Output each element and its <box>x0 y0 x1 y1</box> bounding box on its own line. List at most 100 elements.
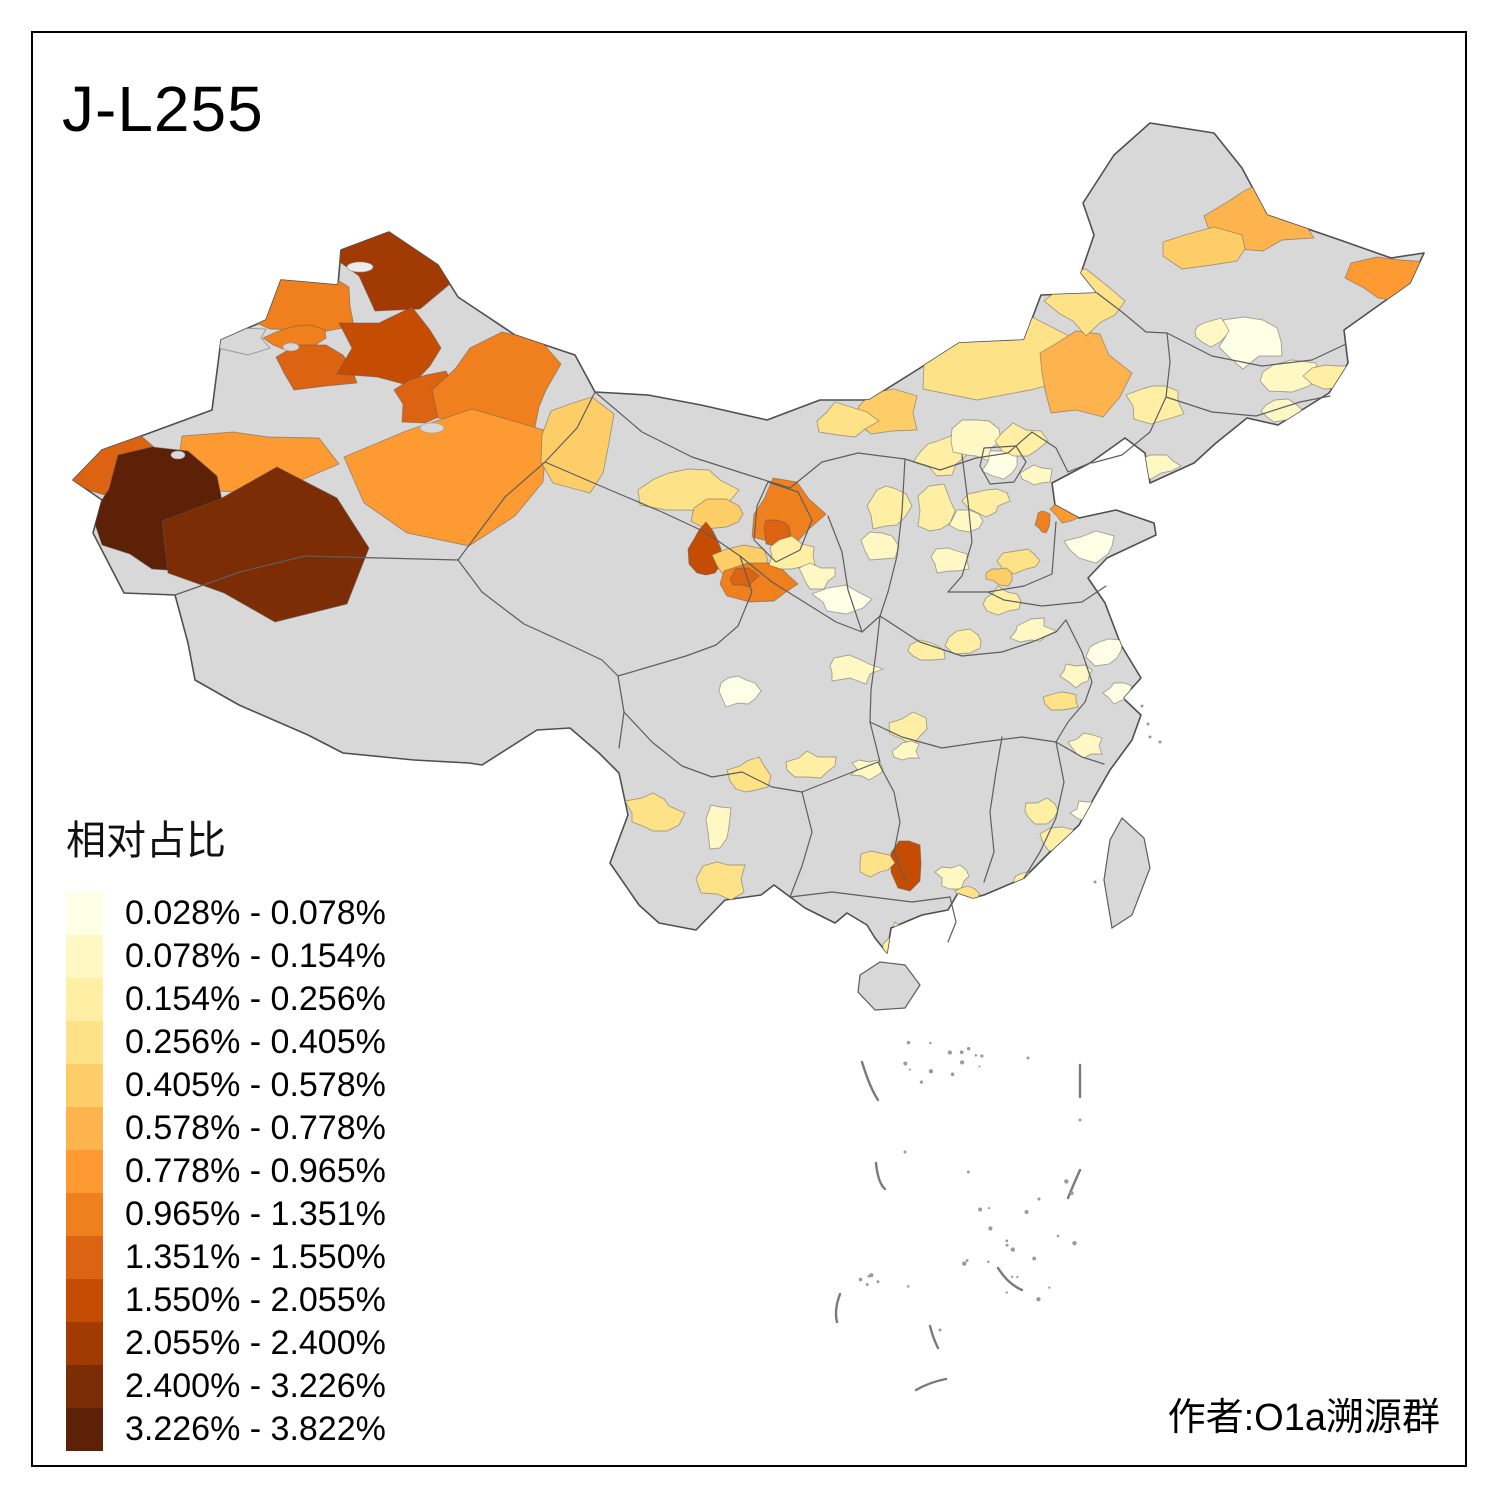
prefecture-dali <box>624 792 686 832</box>
legend-item: 0.405% - 0.578% <box>66 1064 386 1107</box>
legend-item: 1.351% - 1.550% <box>66 1236 386 1279</box>
legend-item: 0.154% - 0.256% <box>66 978 386 1021</box>
islet-speck <box>1056 1234 1060 1238</box>
prefecture-taiyuan <box>917 483 956 532</box>
prefecture-zunyi <box>785 750 837 779</box>
prefecture-chengde <box>994 422 1049 457</box>
hainan-island <box>857 961 921 1011</box>
islet-speck <box>950 1072 955 1077</box>
islet-speck <box>1005 1243 1009 1247</box>
legend-swatch <box>66 892 103 935</box>
legend-label: 1.351% - 1.550% <box>125 1238 386 1276</box>
islet-speck <box>1026 1056 1030 1060</box>
legend-title: 相对占比 <box>66 819 226 863</box>
islet-speck <box>929 1041 932 1045</box>
prefecture-linxia <box>687 521 723 576</box>
islet-speck <box>903 1061 908 1066</box>
islet-speck <box>987 1260 990 1264</box>
islet-speck <box>1158 740 1162 744</box>
islet-speck <box>966 1047 971 1051</box>
islet-speck <box>965 1259 969 1262</box>
islet-speck <box>1037 1197 1041 1201</box>
legend-label: 0.778% - 0.965% <box>125 1152 386 1190</box>
prefecture-shangrao <box>1024 797 1059 825</box>
islet-speck <box>1078 1118 1082 1122</box>
figure-border <box>31 31 1467 1467</box>
legend: 相对占比 0.028% - 0.078% 0.078% - 0.154% 0.154… <box>66 808 386 1451</box>
prefecture-weifang <box>1063 530 1115 564</box>
prefecture-bayannur <box>816 401 880 438</box>
legend-label: 2.400% - 3.226% <box>125 1367 386 1405</box>
islet-speck <box>1072 1240 1077 1246</box>
taiwan-island <box>1103 817 1151 930</box>
islet-speck <box>978 1065 981 1068</box>
prefecture-huzhou <box>1067 732 1103 759</box>
prefecture-guiyang <box>850 759 884 781</box>
islet-speck <box>959 1050 964 1055</box>
legend-label: 0.405% - 0.578% <box>125 1066 386 1104</box>
prefecture-hotan <box>161 466 370 623</box>
page-title: J-L255 <box>62 73 264 145</box>
legend-swatch <box>66 1322 103 1365</box>
prefecture-zibo <box>1034 510 1051 534</box>
islet-speck <box>1005 1291 1008 1294</box>
legend-item: 3.226% - 3.822% <box>66 1408 386 1451</box>
lakes <box>170 261 445 460</box>
prefecture-langfang <box>1019 464 1053 486</box>
islands <box>857 817 1151 1011</box>
islet-speck <box>865 1283 869 1286</box>
islet-speck <box>1093 880 1097 884</box>
islet-speck <box>928 1069 934 1074</box>
legend-label: 0.256% - 0.405% <box>125 1023 386 1061</box>
prefecture-luoyang <box>982 585 1022 616</box>
islet-speck <box>906 1040 911 1045</box>
legend-item: 1.550% - 2.055% <box>66 1279 386 1322</box>
islet-speck <box>1146 722 1150 726</box>
islet-speck <box>1010 1247 1015 1252</box>
legend-label: 0.965% - 1.351% <box>125 1195 386 1233</box>
islet-speck <box>1048 1286 1051 1289</box>
legend-swatch <box>66 1021 103 1064</box>
prefecture-harbin <box>1218 316 1283 370</box>
islet-speck <box>1016 1275 1019 1279</box>
legend-swatch <box>66 935 103 978</box>
prefecture-bengbu <box>1059 663 1093 689</box>
attribution-text: 作者:O1a溯源群 <box>1167 1397 1440 1439</box>
prefecture-suihua <box>1162 226 1246 270</box>
legend-swatch <box>66 1150 103 1193</box>
islet-speck <box>1032 1256 1037 1261</box>
legend-rows: 0.028% - 0.078% 0.078% - 0.154% 0.154% - 0… <box>66 892 386 1451</box>
islet-speck <box>988 1226 993 1231</box>
prefecture-changzhi <box>930 547 970 574</box>
legend-item: 0.778% - 0.965% <box>66 1150 386 1193</box>
prefecture-yanan <box>860 531 900 561</box>
legend-item: 0.965% - 1.351% <box>66 1193 386 1236</box>
islet-speck <box>980 1054 984 1058</box>
prefecture-guangyuan <box>829 654 885 685</box>
islet-speck <box>1148 735 1152 739</box>
legend-label: 3.226% - 3.822% <box>125 1410 386 1448</box>
islet-speck <box>908 1068 911 1071</box>
legend-item: 2.400% - 3.226% <box>66 1365 386 1408</box>
islet-speck <box>962 1261 967 1266</box>
prefecture-aba <box>718 675 762 708</box>
islet-speck <box>919 1080 924 1084</box>
sea-boundary-dashes <box>834 1060 1082 1392</box>
islet-speck <box>1064 1179 1069 1184</box>
legend-label: 1.550% - 2.055% <box>125 1281 386 1319</box>
prefecture-kunming <box>705 804 732 850</box>
legend-swatch <box>66 1408 103 1451</box>
prefecture-chifeng <box>1039 330 1133 418</box>
islet-speck <box>966 1170 970 1174</box>
prefecture-heze <box>985 567 1013 587</box>
prefecture-xiangxi <box>859 850 896 878</box>
legend-item: 0.028% - 0.078% <box>66 892 386 935</box>
islet-speck <box>974 1054 978 1057</box>
prefecture-dunhuang <box>540 396 615 494</box>
islet-speck <box>903 1150 907 1154</box>
legend-label: 2.055% - 2.400% <box>125 1324 386 1362</box>
legend-item: 0.578% - 0.778% <box>66 1107 386 1150</box>
prefecture-yuxi <box>695 861 746 901</box>
